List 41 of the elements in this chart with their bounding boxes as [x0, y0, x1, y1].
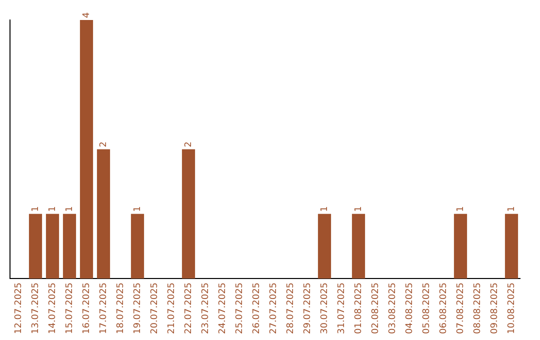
- x-tick-label: 15.07.2025: [64, 282, 75, 334]
- data-label: 1: [506, 206, 517, 212]
- data-label: 2: [184, 142, 194, 148]
- x-tick-label: 13.07.2025: [30, 282, 41, 334]
- x-tick-label: 12.07.2025: [14, 282, 24, 334]
- x-tick-label: 23.07.2025: [200, 282, 211, 334]
- x-tick-label: 02.08.2025: [370, 282, 381, 334]
- x-tick-label: 04.08.2025: [404, 282, 415, 334]
- x-tick-label: 16.07.2025: [82, 282, 92, 334]
- x-tick-label: 10.08.2025: [506, 282, 517, 334]
- x-tick-label: 21.07.2025: [166, 282, 177, 334]
- x-tick-label: 19.07.2025: [132, 282, 143, 334]
- data-label: 1: [30, 206, 41, 212]
- data-label: 2: [98, 142, 109, 148]
- data-label: 1: [48, 206, 58, 212]
- x-tick-label: 05.08.2025: [422, 282, 432, 334]
- x-tick-label: 25.07.2025: [234, 282, 245, 334]
- x-tick-label: 17.07.2025: [98, 282, 109, 334]
- x-tick-label: 03.08.2025: [388, 282, 398, 334]
- data-label: 1: [456, 206, 466, 212]
- x-tick-label: 27.07.2025: [268, 282, 279, 334]
- x-tick-label: 30.07.2025: [320, 282, 330, 334]
- x-tick-label: 20.07.2025: [150, 282, 160, 334]
- data-label: 1: [64, 206, 75, 212]
- x-tick-label: 14.07.2025: [48, 282, 58, 334]
- x-tick-label: 22.07.2025: [184, 282, 194, 334]
- x-tick-label: 26.07.2025: [252, 282, 262, 334]
- data-label: 1: [354, 206, 364, 212]
- data-label: 1: [132, 206, 143, 212]
- x-tick-label: 18.07.2025: [116, 282, 126, 334]
- x-tick-label: 09.08.2025: [490, 282, 500, 334]
- x-tick-label: 24.07.2025: [218, 282, 228, 334]
- x-tick-label: 06.08.2025: [438, 282, 449, 334]
- x-tick-label: 29.07.2025: [302, 282, 313, 334]
- x-tick-label: 01.08.2025: [354, 282, 364, 334]
- data-label: 1: [320, 206, 330, 212]
- x-tick-label: 07.08.2025: [456, 282, 466, 334]
- data-label: 4: [82, 12, 92, 18]
- x-tick-label: 08.08.2025: [472, 282, 483, 334]
- x-tick-label: 28.07.2025: [286, 282, 296, 334]
- x-tick-label: 31.07.2025: [336, 282, 347, 334]
